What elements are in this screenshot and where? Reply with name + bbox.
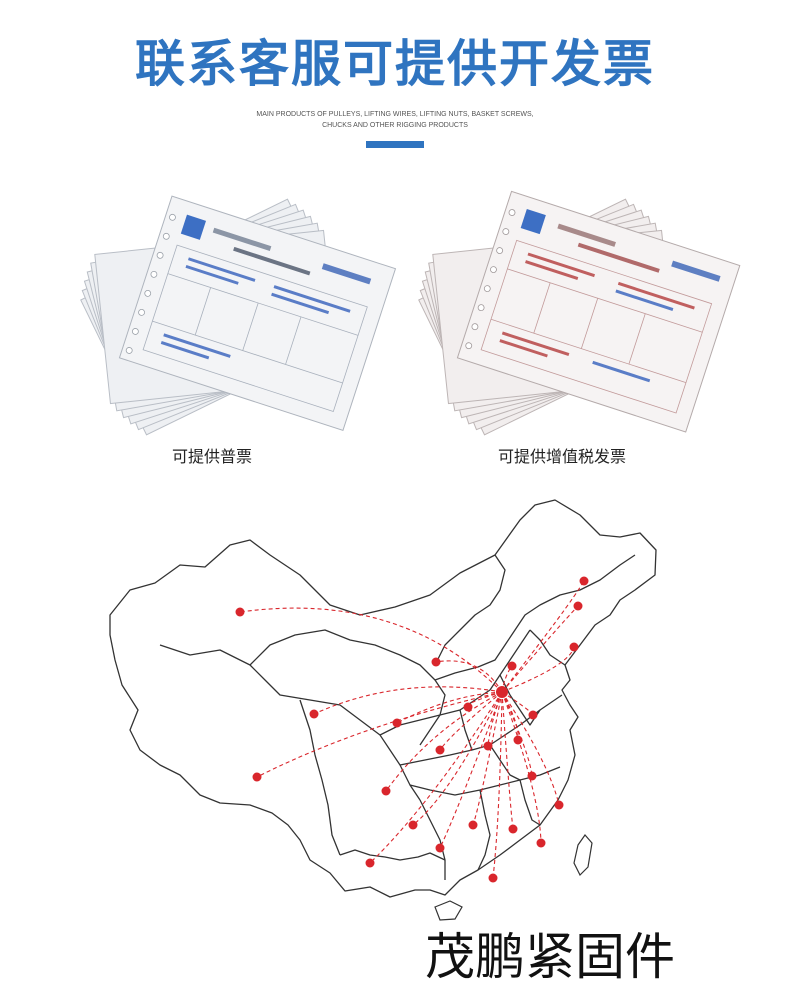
route-lines (239, 580, 585, 879)
city-marker (381, 786, 391, 796)
city-marker (579, 576, 589, 586)
city-marker (365, 858, 375, 868)
city-markers (235, 576, 589, 883)
city-marker (435, 843, 445, 853)
hainan-island (434, 900, 463, 921)
city-marker (252, 772, 262, 782)
city-marker (488, 873, 498, 883)
hub-marker (496, 686, 508, 698)
city-marker (513, 735, 523, 745)
city-marker (392, 718, 402, 728)
general-invoice-image (80, 195, 397, 436)
city-marker (309, 709, 319, 719)
city-marker (527, 771, 537, 781)
city-marker (569, 642, 579, 652)
city-marker (431, 657, 441, 667)
subtitle-line-2: CHUCKS AND OTHER RIGGING PRODUCTS (322, 122, 468, 129)
city-marker (468, 820, 478, 830)
city-marker (508, 824, 518, 834)
page-title: 联系客服可提供开发票 (135, 35, 655, 93)
city-marker (235, 607, 245, 617)
city-marker (528, 710, 538, 720)
brand-name: 茂鹏紧固件 (425, 928, 675, 986)
city-marker (463, 702, 473, 712)
city-marker (483, 741, 493, 751)
city-marker (554, 800, 564, 810)
vat-invoice-caption: 可提供增值税发票 (497, 447, 626, 466)
city-marker (536, 838, 546, 848)
city-marker (408, 820, 418, 830)
map-borders (109, 499, 657, 898)
page-subtitle: MAIN PRODUCTS OF PULLEYS, LIFTING WIRES,… (0, 109, 790, 131)
city-marker (507, 661, 517, 671)
city-marker (435, 745, 445, 755)
china-map (109, 499, 657, 921)
vat-invoice-image (418, 190, 741, 436)
city-marker (573, 601, 583, 611)
subtitle-line-1: MAIN PRODUCTS OF PULLEYS, LIFTING WIRES,… (256, 111, 534, 118)
general-invoice-caption: 可提供普票 (171, 447, 252, 466)
title-underline (366, 141, 424, 148)
taiwan-island (573, 834, 593, 877)
